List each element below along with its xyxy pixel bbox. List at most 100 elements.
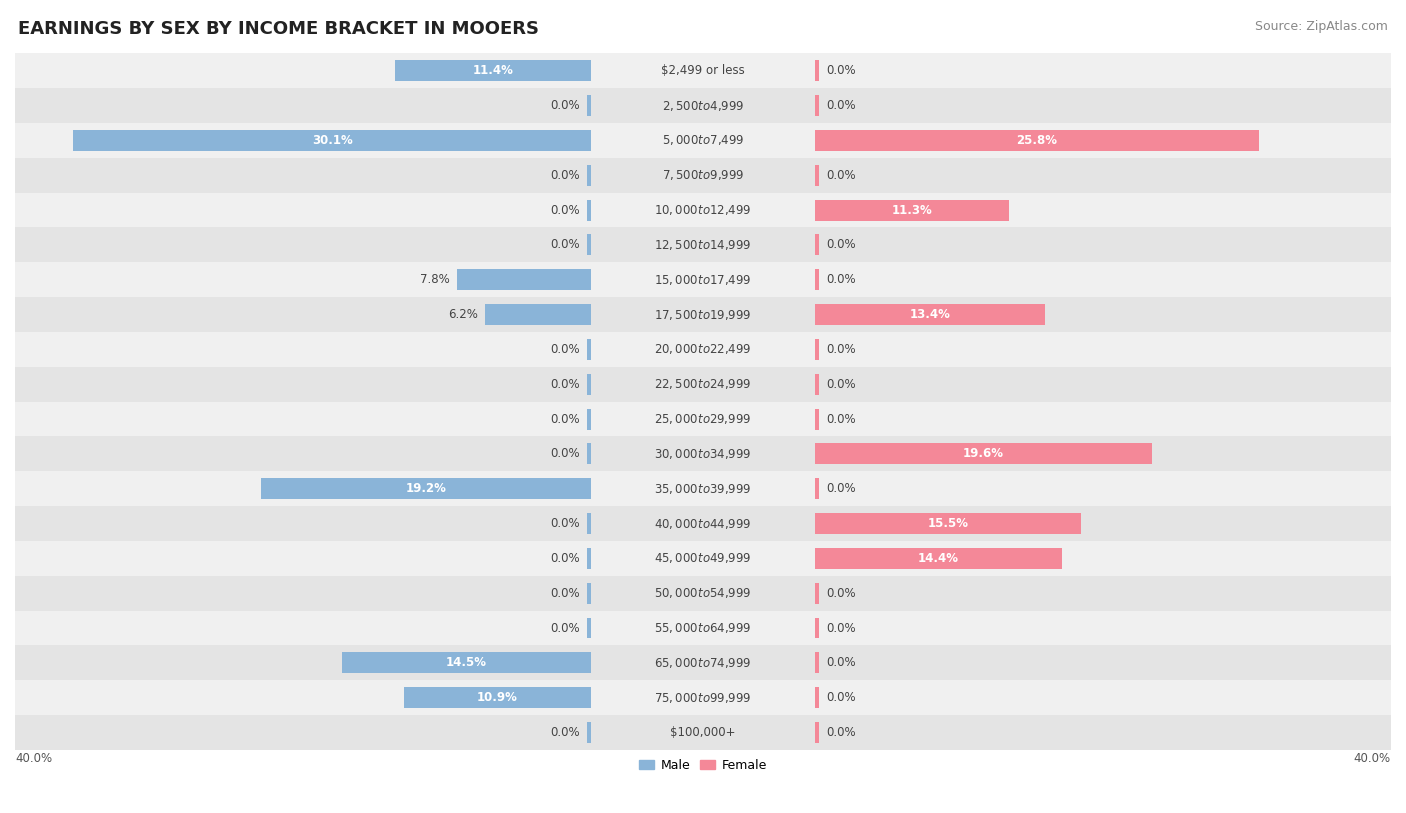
- Bar: [815, 618, 820, 638]
- Text: 19.2%: 19.2%: [406, 482, 447, 495]
- Text: $7,500 to $9,999: $7,500 to $9,999: [662, 168, 744, 182]
- Text: 0.0%: 0.0%: [550, 169, 581, 182]
- Text: $2,499 or less: $2,499 or less: [661, 64, 745, 77]
- Bar: [15, 297, 1391, 332]
- Text: $50,000 to $54,999: $50,000 to $54,999: [654, 586, 752, 600]
- Bar: [815, 548, 1063, 569]
- Text: $35,000 to $39,999: $35,000 to $39,999: [654, 482, 752, 496]
- Text: $17,500 to $19,999: $17,500 to $19,999: [654, 307, 752, 322]
- Bar: [815, 687, 820, 708]
- Text: 0.0%: 0.0%: [825, 378, 856, 391]
- Text: 0.0%: 0.0%: [550, 517, 581, 530]
- Text: 0.0%: 0.0%: [550, 99, 581, 112]
- Text: $100,000+: $100,000+: [671, 726, 735, 739]
- Text: 0.0%: 0.0%: [825, 412, 856, 425]
- Bar: [485, 304, 591, 325]
- Text: 7.8%: 7.8%: [420, 273, 450, 286]
- Bar: [15, 263, 1391, 297]
- Bar: [815, 513, 1081, 534]
- Text: 0.0%: 0.0%: [550, 622, 581, 634]
- Bar: [815, 269, 820, 290]
- Text: 0.0%: 0.0%: [825, 691, 856, 704]
- Text: $45,000 to $49,999: $45,000 to $49,999: [654, 551, 752, 565]
- Bar: [815, 478, 820, 499]
- Text: $15,000 to $17,499: $15,000 to $17,499: [654, 272, 752, 287]
- Text: 0.0%: 0.0%: [825, 169, 856, 182]
- Text: $22,500 to $24,999: $22,500 to $24,999: [654, 377, 752, 391]
- Text: 0.0%: 0.0%: [825, 622, 856, 634]
- Bar: [815, 165, 820, 185]
- Bar: [815, 200, 1010, 220]
- Bar: [586, 722, 591, 743]
- Text: 0.0%: 0.0%: [550, 378, 581, 391]
- Text: 0.0%: 0.0%: [825, 238, 856, 251]
- Bar: [586, 95, 591, 116]
- Bar: [586, 443, 591, 464]
- Text: 14.5%: 14.5%: [446, 656, 486, 669]
- Bar: [15, 576, 1391, 611]
- Bar: [15, 472, 1391, 506]
- Bar: [815, 339, 820, 360]
- Text: 19.6%: 19.6%: [963, 447, 1004, 460]
- Bar: [815, 374, 820, 394]
- Bar: [586, 200, 591, 220]
- Text: $65,000 to $74,999: $65,000 to $74,999: [654, 656, 752, 670]
- Text: $5,000 to $7,499: $5,000 to $7,499: [662, 133, 744, 147]
- Text: 0.0%: 0.0%: [825, 726, 856, 739]
- Bar: [73, 130, 591, 151]
- Text: 30.1%: 30.1%: [312, 134, 353, 147]
- Text: $75,000 to $99,999: $75,000 to $99,999: [654, 691, 752, 705]
- Text: 0.0%: 0.0%: [550, 412, 581, 425]
- Text: 0.0%: 0.0%: [825, 482, 856, 495]
- Bar: [586, 234, 591, 255]
- Text: $12,500 to $14,999: $12,500 to $14,999: [654, 238, 752, 252]
- Text: $20,000 to $22,499: $20,000 to $22,499: [654, 342, 752, 356]
- Text: $25,000 to $29,999: $25,000 to $29,999: [654, 412, 752, 426]
- Text: $10,000 to $12,499: $10,000 to $12,499: [654, 203, 752, 217]
- Text: $30,000 to $34,999: $30,000 to $34,999: [654, 447, 752, 461]
- Bar: [342, 652, 591, 673]
- Text: 10.9%: 10.9%: [477, 691, 517, 704]
- Text: 40.0%: 40.0%: [15, 752, 52, 765]
- Text: 25.8%: 25.8%: [1017, 134, 1057, 147]
- Text: 0.0%: 0.0%: [550, 726, 581, 739]
- Legend: Male, Female: Male, Female: [634, 754, 772, 777]
- Bar: [815, 722, 820, 743]
- Text: Source: ZipAtlas.com: Source: ZipAtlas.com: [1254, 20, 1388, 33]
- Text: $55,000 to $64,999: $55,000 to $64,999: [654, 621, 752, 635]
- Bar: [815, 130, 1258, 151]
- Bar: [815, 652, 820, 673]
- Bar: [815, 304, 1045, 325]
- Bar: [404, 687, 591, 708]
- Bar: [15, 54, 1391, 88]
- Bar: [15, 228, 1391, 263]
- Bar: [586, 548, 591, 569]
- Bar: [15, 611, 1391, 646]
- Text: EARNINGS BY SEX BY INCOME BRACKET IN MOOERS: EARNINGS BY SEX BY INCOME BRACKET IN MOO…: [18, 20, 540, 38]
- Bar: [15, 646, 1391, 680]
- Text: $2,500 to $4,999: $2,500 to $4,999: [662, 98, 744, 112]
- Bar: [15, 715, 1391, 750]
- Text: 0.0%: 0.0%: [550, 238, 581, 251]
- Text: 0.0%: 0.0%: [825, 99, 856, 112]
- Bar: [15, 402, 1391, 437]
- Bar: [15, 506, 1391, 541]
- Bar: [15, 88, 1391, 123]
- Bar: [586, 339, 591, 360]
- Bar: [586, 409, 591, 429]
- Bar: [15, 367, 1391, 402]
- Bar: [815, 583, 820, 604]
- Text: 40.0%: 40.0%: [1354, 752, 1391, 765]
- Text: 0.0%: 0.0%: [825, 273, 856, 286]
- Bar: [586, 618, 591, 638]
- Bar: [15, 541, 1391, 576]
- Text: 0.0%: 0.0%: [550, 447, 581, 460]
- Bar: [586, 513, 591, 534]
- Text: 0.0%: 0.0%: [825, 64, 856, 77]
- Text: 11.3%: 11.3%: [891, 203, 932, 216]
- Bar: [15, 437, 1391, 472]
- Text: $40,000 to $44,999: $40,000 to $44,999: [654, 516, 752, 531]
- Bar: [15, 123, 1391, 158]
- Text: 6.2%: 6.2%: [447, 308, 478, 321]
- Text: 0.0%: 0.0%: [825, 656, 856, 669]
